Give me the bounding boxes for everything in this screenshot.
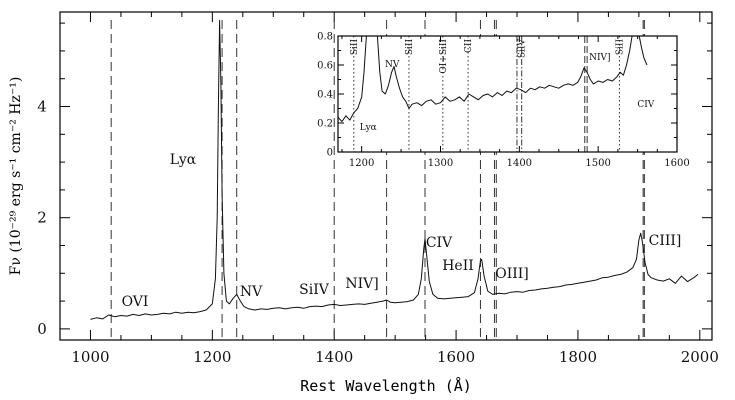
inset-x-tick-label: 1400 [507, 158, 532, 169]
x-tick-label: 1800 [559, 348, 597, 366]
x-tick-label: 1600 [437, 348, 475, 366]
inset-panel: 1200 1300 1400 1500 1600 0 0.2 0.4 0.6 0.8 SiII Ly… [317, 32, 690, 170]
inset-line-label: CIV [637, 100, 654, 110]
inset-x-tick-label: 1600 [664, 158, 689, 169]
main-line-label: CIV [426, 235, 453, 251]
inset-line-label: SiII [350, 39, 360, 56]
inset-line-label: Lyα [360, 123, 377, 133]
inset-line-label: SiIV [518, 39, 528, 59]
inset-y-tick-label: 0.6 [317, 61, 333, 72]
main-line-label: Lyα [170, 152, 197, 168]
main-line-label: OIII] [495, 266, 529, 282]
main-line-label: HeII [442, 258, 474, 274]
main-axis-ticks: 1000 1200 1400 1600 1800 2000 0 2 4 [37, 12, 719, 366]
main-line-label: SiIV [299, 282, 330, 298]
main-panel: 1000 1200 1400 1600 1800 2000 0 2 4 OVI Lyα NV SiIV… [8, 11, 719, 395]
x-axis-label: Rest Wavelength (Å) [300, 376, 472, 395]
inset-x-tick-label: 1300 [428, 158, 453, 169]
inset-line-label: NV [385, 60, 400, 70]
inset-y-tick-label: 0.8 [317, 32, 333, 43]
y-tick-label: 0 [37, 320, 47, 338]
inset-y-tick-label: 0.2 [317, 119, 333, 130]
inset-line-label: OI+SiII [439, 39, 449, 74]
inset-y-tick-label: 0 [327, 148, 333, 159]
main-line-label: NV [240, 284, 263, 300]
main-spectrum-line [90, 19, 699, 320]
inset-line-label: NIV] [589, 53, 610, 63]
x-tick-label: 1200 [193, 348, 231, 366]
y-tick-label: 4 [37, 98, 47, 116]
main-line-labels: OVI Lyα NV SiIV NIV] CIV HeII OIII] CIII] [122, 152, 682, 310]
y-tick-label: 2 [37, 209, 47, 227]
inset-spectrum-line [338, 36, 648, 123]
inset-line-label: SiII [615, 39, 625, 56]
inset-line-label: CII [464, 39, 474, 53]
inset-x-tick-label: 1200 [349, 158, 374, 169]
inset-line-labels: SiII Lyα NV SiII OI+SiII CII SiIV NIV] SiII CIV [350, 39, 655, 133]
inset-background [338, 36, 677, 152]
x-tick-label: 1400 [315, 348, 353, 366]
x-tick-label: 1000 [71, 348, 109, 366]
main-line-label: NIV] [345, 276, 378, 292]
x-tick-label: 2000 [681, 348, 719, 366]
inset-line-label: SiII [405, 39, 415, 56]
inset-line-markers [353, 36, 620, 152]
main-line-label: OVI [122, 294, 149, 310]
inset-y-tick-label: 0.4 [317, 90, 333, 101]
inset-axis-ticks: 1200 1300 1400 1500 1600 0 0.2 0.4 0.6 0.8 [317, 32, 690, 170]
main-line-label: CIII] [649, 233, 682, 249]
inset-x-tick-label: 1500 [585, 158, 610, 169]
y-axis-label: Fν (10⁻²⁹ erg s⁻¹ cm⁻² Hz⁻¹) [8, 77, 24, 276]
main-plot-frame [59, 11, 713, 341]
